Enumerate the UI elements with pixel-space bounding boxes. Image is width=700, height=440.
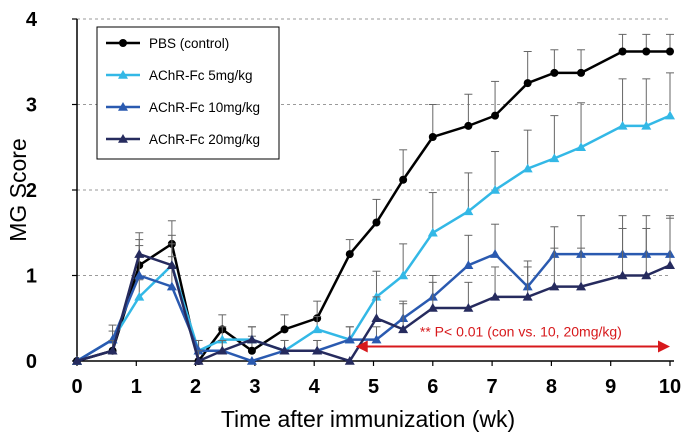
data-point <box>464 121 473 130</box>
data-point <box>72 356 82 365</box>
data-point <box>166 281 177 291</box>
data-point <box>522 163 533 173</box>
data-point <box>217 334 228 344</box>
data-point <box>641 270 652 280</box>
data-point <box>576 281 587 291</box>
data-point <box>549 281 560 291</box>
legend: PBS (control) AChR-Fc 5mg/kg AChR-Fc 10mg/… <box>96 26 280 160</box>
tick-labels: 0 1 2 3 4 5 6 7 8 9 10 0 1 2 3 4 <box>26 9 681 398</box>
x-tick-label-5: 5 <box>368 376 379 398</box>
data-point <box>642 47 651 56</box>
data-point <box>344 356 355 365</box>
x-tick-label-9: 9 <box>605 376 616 398</box>
legend-item-1: AChR-Fc 5mg/kg <box>106 68 253 83</box>
data-point <box>279 345 290 355</box>
data-point <box>523 79 532 88</box>
series-0 <box>73 33 674 365</box>
legend-label: PBS (control) <box>149 36 229 51</box>
data-point <box>490 291 501 301</box>
legend-swatch-marker <box>118 134 128 143</box>
legend-label: AChR-Fc 10mg/kg <box>149 100 260 115</box>
legend-label: AChR-Fc 5mg/kg <box>149 68 253 83</box>
data-point <box>345 250 354 259</box>
y-tick-label-4: 4 <box>26 9 38 31</box>
data-point <box>166 260 177 269</box>
y-axis-title: MG Score <box>5 138 31 242</box>
data-point <box>398 270 409 280</box>
data-point <box>371 291 382 301</box>
data-point <box>280 325 289 334</box>
x-tick-label-3: 3 <box>249 376 260 398</box>
data-point <box>665 110 675 120</box>
x-tick-label-4: 4 <box>309 376 321 398</box>
x-tick-label-8: 8 <box>546 376 557 398</box>
data-point <box>371 334 382 344</box>
data-point <box>617 270 628 280</box>
annotation-arrow-head-right <box>658 340 670 353</box>
data-point <box>134 291 145 301</box>
legend-item-0: PBS (control) <box>106 36 229 51</box>
x-tick-label-2: 2 <box>190 376 201 398</box>
legend-box <box>96 26 280 160</box>
annotation-arrow-head-left <box>355 340 368 353</box>
series-3 <box>72 217 675 365</box>
data-point <box>371 313 382 322</box>
x-tick-label-7: 7 <box>487 376 498 398</box>
legend-label: AChR-Fc 20mg/kg <box>149 132 260 147</box>
data-point <box>246 334 257 344</box>
data-point <box>398 324 409 334</box>
data-point <box>522 291 533 301</box>
data-point <box>193 356 204 365</box>
data-point <box>134 249 145 258</box>
y-tick-label-1: 1 <box>26 266 37 288</box>
data-point <box>665 260 675 269</box>
data-point <box>617 120 628 130</box>
data-point <box>618 47 627 56</box>
data-point <box>641 120 652 130</box>
data-point <box>134 270 145 280</box>
legend-swatch-marker <box>118 70 128 79</box>
data-point <box>550 68 559 77</box>
data-point <box>312 324 323 334</box>
data-point <box>577 68 586 77</box>
data-point <box>247 346 256 355</box>
data-point <box>463 260 474 269</box>
legend-item-2: AChR-Fc 10mg/kg <box>106 100 260 115</box>
x-tick-label-0: 0 <box>71 376 82 398</box>
data-point <box>107 345 118 355</box>
legend-swatch-marker <box>119 39 127 47</box>
series-group <box>72 33 675 365</box>
data-point <box>490 185 501 194</box>
x-tick-label-6: 6 <box>427 376 438 398</box>
x-tick-label-10: 10 <box>659 376 681 398</box>
data-point <box>217 345 228 355</box>
data-point <box>427 227 438 237</box>
data-point <box>549 153 560 163</box>
data-point <box>463 302 474 312</box>
data-point <box>372 218 381 227</box>
data-point <box>490 249 501 258</box>
annotation-text: ** P< 0.01 (con vs. 10, 20mg/kg) <box>420 323 622 339</box>
data-point <box>463 206 474 216</box>
data-point <box>399 175 408 184</box>
data-point <box>427 302 438 312</box>
axes <box>72 18 674 366</box>
x-tick-label-1: 1 <box>131 376 142 398</box>
x-axis-title: Time after immunization (wk) <box>221 406 515 432</box>
significance-annotation: ** P< 0.01 (con vs. 10, 20mg/kg) <box>355 323 670 353</box>
data-point <box>666 47 674 56</box>
y-tick-label-3: 3 <box>26 95 37 117</box>
data-point <box>344 334 355 344</box>
data-point <box>312 345 323 355</box>
data-point <box>491 111 500 120</box>
legend-item-3: AChR-Fc 20mg/kg <box>106 132 260 147</box>
data-point <box>576 142 587 151</box>
y-tick-label-2: 2 <box>26 180 37 202</box>
data-point <box>246 356 257 365</box>
legend-swatch-marker <box>118 102 128 111</box>
data-point <box>428 132 437 141</box>
y-tick-label-0: 0 <box>26 351 37 373</box>
